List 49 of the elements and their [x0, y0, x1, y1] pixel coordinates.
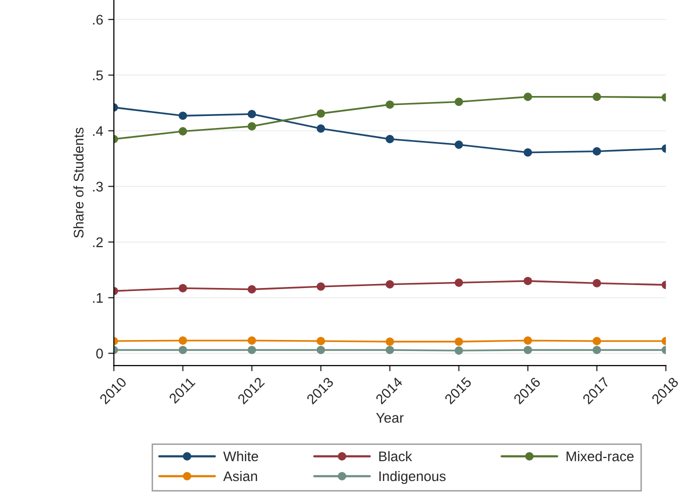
- point: [178, 284, 188, 292]
- point: [178, 346, 188, 354]
- point: [248, 346, 256, 354]
- point: [386, 337, 394, 346]
- y-tick-label: .6: [93, 14, 103, 25]
- point: [178, 112, 188, 120]
- point: [316, 336, 326, 346]
- point: [386, 100, 394, 109]
- legend-label: White: [223, 451, 258, 462]
- point: [524, 148, 532, 157]
- point: [592, 346, 602, 354]
- point: [386, 134, 394, 144]
- point: [454, 278, 464, 287]
- point: [454, 140, 464, 149]
- point: [248, 122, 256, 130]
- point: [316, 124, 326, 133]
- point: [454, 98, 464, 106]
- point: [592, 279, 602, 288]
- point: [316, 346, 326, 354]
- point: [178, 336, 188, 345]
- y-tick-label: .4: [93, 126, 104, 136]
- point: [524, 346, 532, 354]
- legend-label: Indigenous: [379, 470, 446, 484]
- point: [316, 109, 326, 118]
- y-tick-label: .5: [93, 70, 103, 80]
- legend-label: Black: [379, 451, 412, 462]
- y-axis-title: Share of Students: [73, 128, 84, 238]
- point: [454, 337, 464, 346]
- y-tick-label: .2: [93, 237, 103, 248]
- point: [178, 127, 188, 136]
- point: [316, 282, 326, 291]
- point: [524, 92, 532, 101]
- point: [248, 336, 256, 345]
- point: [524, 336, 532, 345]
- point: [248, 110, 256, 118]
- legend-label: Mixed-race: [566, 451, 634, 462]
- point: [454, 346, 464, 355]
- y-tick-label: 0: [96, 348, 103, 358]
- point: [524, 276, 532, 286]
- legend-label: Asian: [223, 470, 258, 482]
- point: [592, 336, 602, 346]
- y-tick-label: .3: [93, 182, 103, 192]
- point: [592, 92, 602, 101]
- point: [592, 147, 602, 156]
- y-tick-label: .1: [93, 293, 103, 303]
- point: [248, 285, 256, 294]
- point: [386, 280, 394, 288]
- x-axis-title: Year: [376, 413, 404, 423]
- point: [386, 346, 394, 354]
